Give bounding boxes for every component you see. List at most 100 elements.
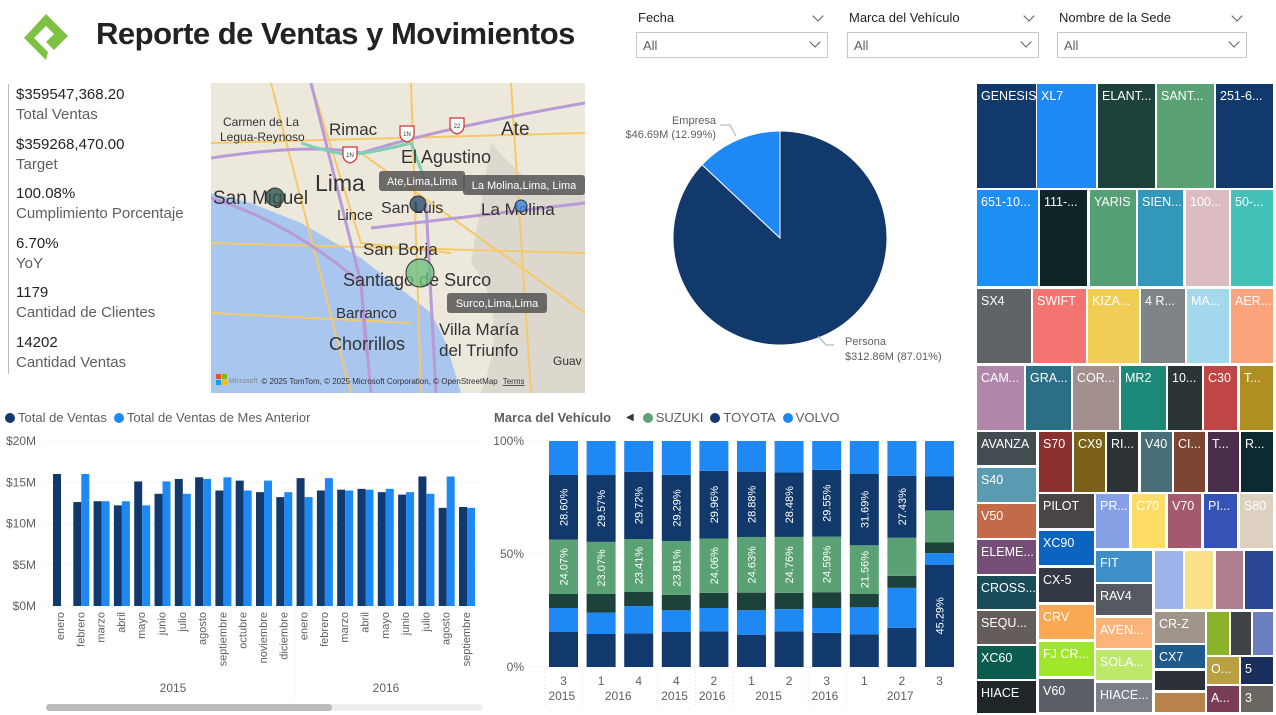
- stacked-segment[interactable]: [699, 592, 729, 609]
- treemap-tile[interactable]: 111-...: [1040, 190, 1087, 286]
- stacked-segment[interactable]: [887, 587, 917, 628]
- treemap-tile[interactable]: AER...: [1231, 289, 1273, 363]
- stacked-segment[interactable]: [925, 542, 954, 554]
- stacked-segment[interactable]: [737, 592, 766, 611]
- stacked-segment[interactable]: [699, 538, 729, 593]
- location-bubble[interactable]: [409, 195, 427, 213]
- treemap-tile[interactable]: RI...: [1107, 432, 1138, 492]
- fecha-dropdown[interactable]: All: [636, 32, 828, 58]
- stacked-segment[interactable]: [737, 471, 766, 537]
- stacked-segment[interactable]: [737, 441, 766, 472]
- treemap-tile[interactable]: ELANT...: [1098, 84, 1155, 188]
- bar-mes-anterior[interactable]: [101, 501, 110, 606]
- treemap-tile[interactable]: V50: [977, 504, 1036, 538]
- bar-total-ventas[interactable]: [73, 502, 82, 606]
- treemap-tile[interactable]: 3: [1241, 686, 1273, 712]
- treemap-tile[interactable]: PI...: [1204, 494, 1237, 548]
- stacked-segment[interactable]: [774, 536, 804, 593]
- treemap-tile[interactable]: V60: [1039, 679, 1094, 712]
- bar-total-ventas[interactable]: [459, 507, 467, 606]
- treemap-tile[interactable]: S80: [1240, 494, 1273, 548]
- bar-mes-anterior[interactable]: [406, 492, 415, 606]
- treemap-tile[interactable]: SOLA...: [1096, 650, 1152, 680]
- bar-mes-anterior[interactable]: [264, 480, 272, 606]
- bar-total-ventas[interactable]: [357, 488, 366, 606]
- treemap-tile[interactable]: 651-10...: [977, 190, 1038, 286]
- treemap-tile[interactable]: SX4: [977, 289, 1031, 363]
- treemap-tile[interactable]: 10...: [1168, 366, 1202, 430]
- bar-mes-anterior[interactable]: [446, 476, 455, 606]
- stacked-segment[interactable]: [586, 475, 616, 542]
- bar-total-ventas[interactable]: [235, 480, 244, 606]
- treemap-tile[interactable]: A...: [1207, 686, 1239, 712]
- stacked-segment[interactable]: [887, 441, 917, 476]
- stacked-segment[interactable]: [812, 441, 842, 470]
- bar-mes-anterior[interactable]: [324, 478, 333, 606]
- treemap-tile[interactable]: V40: [1141, 432, 1172, 492]
- stacked-segment[interactable]: [699, 441, 729, 471]
- treemap-tile[interactable]: CX-5: [1039, 568, 1094, 602]
- treemap-tile[interactable]: [1253, 612, 1273, 655]
- bar-mes-anterior[interactable]: [182, 493, 191, 606]
- treemap-tile[interactable]: [1155, 671, 1205, 690]
- stacked-segment[interactable]: [624, 471, 654, 540]
- treemap-tile[interactable]: AVEN...: [1096, 618, 1152, 648]
- stacked-segment[interactable]: [661, 441, 691, 475]
- stacked-segment[interactable]: [774, 441, 804, 473]
- treemap-tile[interactable]: 4 R...: [1141, 289, 1185, 363]
- treemap-tile[interactable]: CRV: [1039, 605, 1094, 639]
- treemap-tile[interactable]: T...: [1208, 432, 1239, 492]
- stacked-segment[interactable]: [624, 441, 654, 472]
- treemap-tile[interactable]: MA...: [1187, 289, 1229, 363]
- stacked-segment[interactable]: [887, 537, 917, 576]
- bar-total-ventas[interactable]: [438, 507, 447, 606]
- stacked-segment[interactable]: [586, 594, 616, 613]
- treemap-tile[interactable]: YARIS: [1090, 190, 1136, 286]
- treemap-tile[interactable]: HIACE...: [1096, 683, 1152, 712]
- treemap-tile[interactable]: SWIFT: [1033, 289, 1086, 363]
- bar-total-ventas[interactable]: [418, 476, 427, 606]
- bar-total-ventas[interactable]: [174, 478, 183, 606]
- bar-total-ventas[interactable]: [337, 489, 346, 606]
- treemap-tile[interactable]: RAV4: [1096, 584, 1152, 615]
- treemap-tile[interactable]: CAM...: [977, 366, 1024, 430]
- treemap-tile[interactable]: [1207, 612, 1229, 655]
- bar-mes-anterior[interactable]: [223, 477, 232, 606]
- stacked-segment[interactable]: [887, 627, 917, 667]
- treemap-tile[interactable]: COR...: [1073, 366, 1119, 430]
- treemap-tile[interactable]: SEQU...: [977, 611, 1036, 644]
- stacked-segment[interactable]: [586, 541, 616, 595]
- marca-dropdown[interactable]: All: [847, 32, 1039, 58]
- stacked-segment[interactable]: [661, 610, 691, 632]
- location-bubble[interactable]: [405, 258, 435, 288]
- treemap-tile[interactable]: V70: [1168, 494, 1201, 548]
- bar-total-ventas[interactable]: [53, 474, 61, 606]
- stacked-segment[interactable]: [737, 610, 766, 635]
- treemap-tile[interactable]: O...: [1207, 657, 1239, 684]
- bar-total-ventas[interactable]: [296, 478, 305, 606]
- bar-mes-anterior[interactable]: [426, 493, 435, 606]
- treemap-tile[interactable]: T...: [1240, 366, 1273, 430]
- stacked-segment[interactable]: [925, 564, 954, 667]
- treemap-tile[interactable]: ELEME...: [977, 540, 1036, 574]
- treemap-tile[interactable]: PR...: [1096, 494, 1129, 548]
- stacked-segment[interactable]: [925, 441, 954, 477]
- stacked-segment[interactable]: [549, 594, 578, 609]
- treemap-tile[interactable]: XC60: [977, 646, 1036, 679]
- treemap-tile[interactable]: HIACE: [977, 681, 1036, 713]
- map-terms-link[interactable]: Terms: [503, 377, 525, 386]
- stacked-segment[interactable]: [849, 473, 879, 546]
- stacked-segment[interactable]: [549, 474, 578, 540]
- stacked-segment[interactable]: [624, 605, 654, 634]
- stacked-segment[interactable]: [774, 592, 804, 610]
- stacked-segment[interactable]: [774, 472, 804, 537]
- stacked-segment[interactable]: [925, 553, 954, 565]
- stacked-segment[interactable]: [774, 631, 804, 667]
- treemap-tile[interactable]: [1231, 612, 1251, 655]
- treemap-tile[interactable]: [1245, 551, 1273, 609]
- treemap-tile[interactable]: MR2: [1121, 366, 1166, 430]
- treemap-tile[interactable]: FJ CR...: [1039, 642, 1094, 676]
- stacked-segment[interactable]: [849, 441, 879, 474]
- stacked-segment[interactable]: [586, 441, 616, 476]
